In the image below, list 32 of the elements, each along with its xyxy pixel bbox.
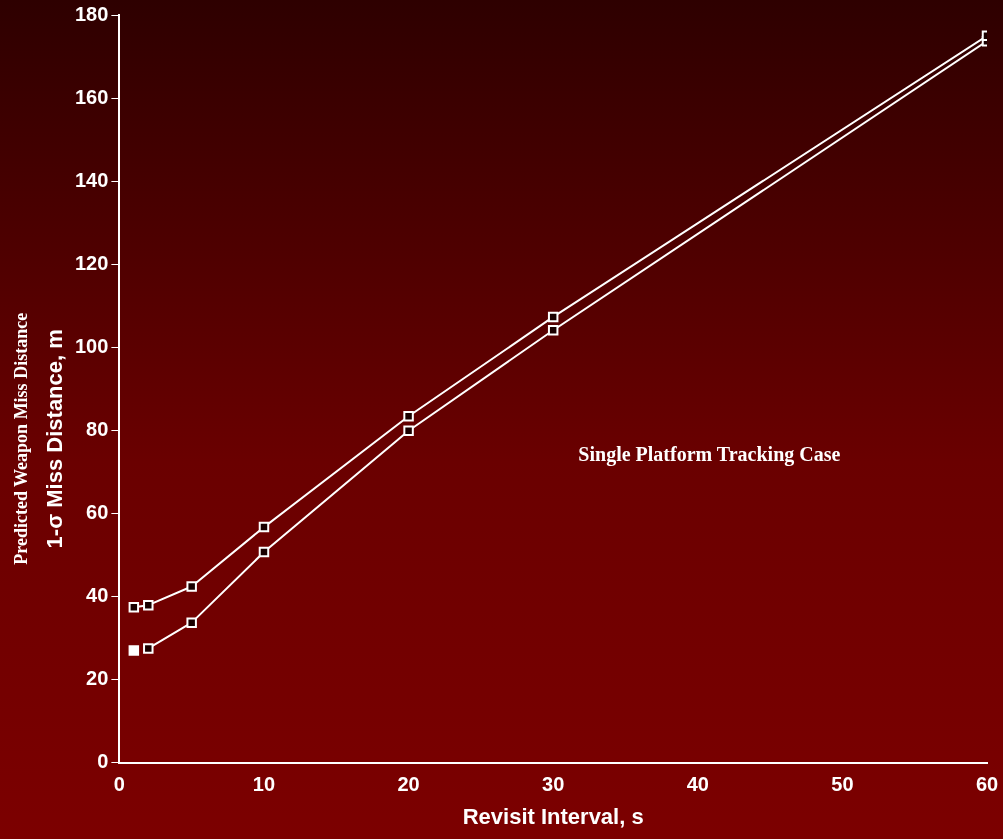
y-tick-label: 100 — [74, 334, 109, 357]
point — [547, 325, 559, 336]
x-tick-label: 30 — [542, 773, 565, 796]
x-tick-label: 10 — [252, 773, 276, 796]
point — [186, 617, 197, 628]
point — [403, 425, 414, 436]
annotation: Single Platform Tracking Case — [578, 443, 841, 467]
x-tick-label: 0 — [113, 773, 125, 796]
point — [258, 521, 270, 533]
point — [143, 643, 154, 654]
x-tick-label: 60 — [975, 773, 999, 796]
point — [128, 602, 140, 613]
y-tick-label: 40 — [86, 583, 109, 606]
y-tick-label: 160 — [74, 85, 109, 108]
y-tick-label: 180 — [74, 2, 109, 25]
x-tick-label: 40 — [686, 773, 709, 796]
y-tick-label: 80 — [86, 417, 109, 440]
y-tick-label: 120 — [74, 251, 109, 274]
point — [186, 581, 197, 592]
point — [258, 546, 270, 558]
x-tick-label: 50 — [831, 773, 854, 796]
point — [403, 410, 414, 422]
point — [143, 599, 154, 611]
y-tick-label: 0 — [97, 750, 109, 773]
x-tick-label: 20 — [397, 773, 420, 796]
point — [128, 645, 140, 656]
x-axis-title: Revisit Interval, s — [462, 803, 644, 829]
y-tick-label: 60 — [86, 500, 109, 523]
point — [547, 311, 559, 323]
y-tick-label: 20 — [86, 667, 109, 690]
y-axis-title: Predicted Weapon Miss Distance 1-σ Miss Distance, m — [10, 312, 68, 565]
y-tick-label: 140 — [74, 168, 109, 191]
